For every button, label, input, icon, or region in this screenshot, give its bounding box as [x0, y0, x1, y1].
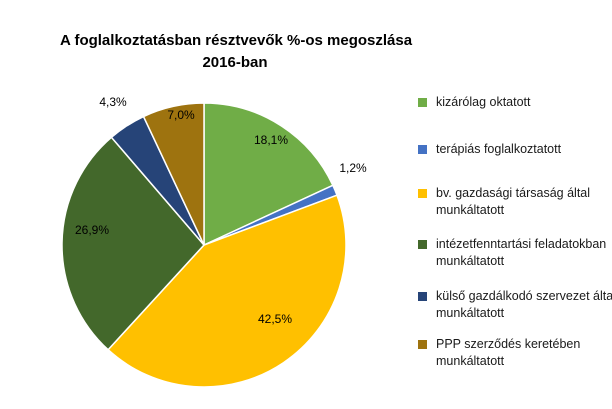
legend-swatch	[418, 98, 427, 107]
data-label-kulso-gazdalkodo: 4,3%	[99, 95, 127, 109]
data-label-ppp-szerzodes: 7,0%	[167, 108, 195, 122]
legend-swatch	[418, 340, 427, 349]
data-label-terapias-foglalkoztatott: 1,2%	[339, 161, 367, 175]
legend-label: terápiás foglalkoztatott	[436, 142, 562, 156]
legend-item-ppp-szerzodes: PPP szerződés keretében munkáltatott	[418, 336, 611, 370]
pie-slice-kizarolag-oktatott	[203, 102, 334, 247]
legend-item-intezetfenntartasi: intézetfenntartási feladatokban munkálta…	[418, 236, 611, 270]
pie-slice-ppp-szerzodes	[142, 102, 205, 246]
legend-swatch	[418, 189, 427, 198]
legend-label: PPP szerződés keretében munkáltatott	[436, 337, 581, 368]
data-label-kizarolag-oktatott: 18,1%	[254, 133, 288, 147]
legend-item-terapias-foglalkoztatott: terápiás foglalkoztatott	[418, 141, 612, 158]
chart-title: A foglalkoztatásban résztvevők %-os mego…	[60, 30, 413, 74]
legend-label: külső gazdálkodó szervezet által munkált…	[436, 289, 612, 320]
legend-label: intézetfenntartási feladatokban munkálta…	[436, 237, 607, 268]
legend-item-kulso-gazdalkodo: külső gazdálkodó szervezet által munkált…	[418, 288, 612, 322]
data-label-intezetfenntartasi: 26,9%	[75, 223, 109, 237]
legend-label: bv. gazdasági társaság által munkáltatot…	[436, 186, 591, 217]
legend-swatch	[418, 145, 427, 154]
legend-swatch	[418, 240, 427, 249]
chart-title-line-2: 2016-ban	[202, 54, 268, 71]
legend-item-bv-gazdasagi-tarsasag: bv. gazdasági társaság által munkáltatot…	[418, 185, 612, 219]
legend-swatch	[418, 292, 427, 301]
pie-slice-bv-gazdasagi-tarsasag	[107, 194, 347, 388]
legend-item-kizarolag-oktatott: kizárólag oktatott	[418, 94, 612, 111]
data-label-bv-gazdasagi-tarsasag: 42,5%	[258, 312, 292, 326]
legend-label: kizárólag oktatott	[436, 95, 531, 109]
pie-slice-intezetfenntartasi	[61, 136, 206, 351]
chart-title-line-1: A foglalkoztatásban résztvevők %-os mego…	[60, 32, 413, 49]
